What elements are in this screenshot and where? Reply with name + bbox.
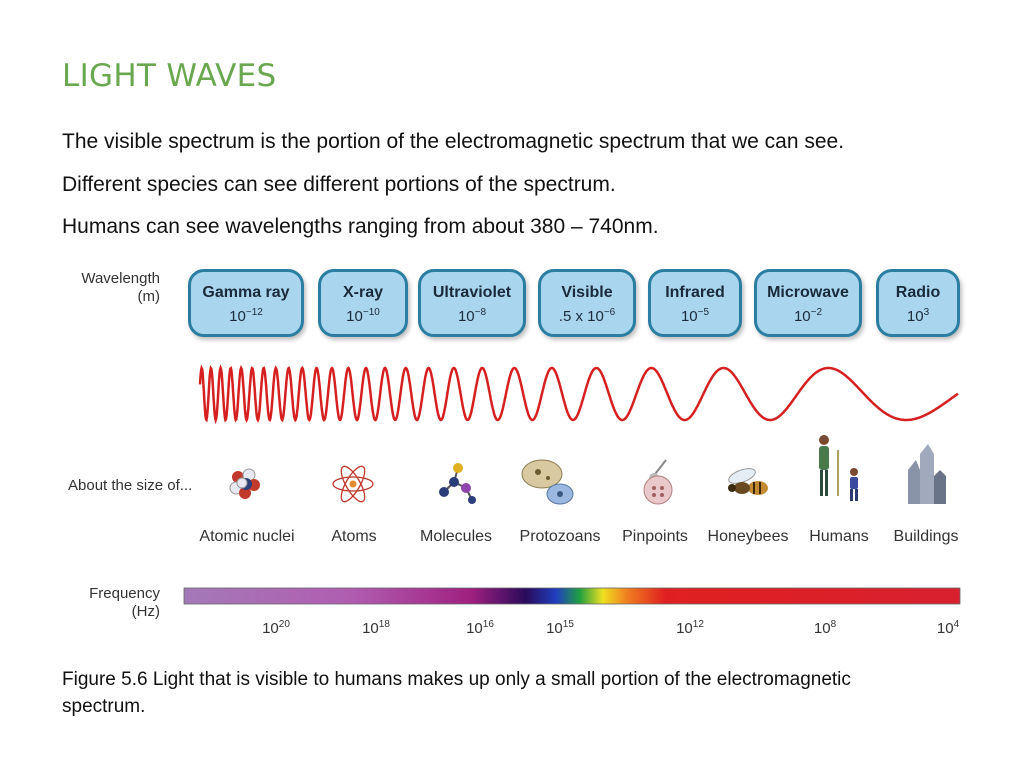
- band-wavelength: .5 x 10−6: [558, 307, 616, 325]
- band-name: Ultraviolet: [432, 284, 512, 301]
- frequency-tick-1e15: 1015: [546, 619, 574, 637]
- band-name: Radio: [895, 284, 941, 301]
- size-comparison-label: About the size of...: [68, 477, 193, 494]
- wavelength-axis-label: Wavelength (m): [68, 270, 160, 306]
- honeybee-icon: [728, 468, 768, 495]
- frequency-tick-1e20: 1020: [262, 619, 290, 637]
- spectrum-gradient-rect: [183, 587, 961, 605]
- size-icons: [229, 435, 946, 505]
- wavelength-label-line1: Wavelength: [81, 270, 160, 287]
- frequency-label-line1: Frequency: [89, 585, 160, 602]
- object-label-molecules: Molecules: [419, 528, 493, 545]
- band-wavelength: 10−10: [346, 307, 380, 325]
- object-label-humans: Humans: [809, 528, 869, 545]
- buildings-icon: [908, 444, 946, 504]
- atom-icon: [332, 465, 374, 503]
- object-label-pinpoints: Pinpoints: [622, 528, 688, 545]
- band-radio: Radio 103: [876, 269, 960, 337]
- figure-caption: Figure 5.6 Light that is visible to huma…: [62, 669, 851, 717]
- frequency-axis-label: Frequency (Hz): [68, 585, 160, 621]
- wave-graphic: [198, 364, 959, 425]
- humans-icon: [819, 435, 858, 501]
- band-name: Gamma ray: [202, 284, 290, 301]
- object-label-buildings: Buildings: [893, 528, 959, 545]
- band-gamma-ray: Gamma ray 10−12: [188, 269, 304, 337]
- object-label-honeybees: Honeybees: [707, 528, 789, 545]
- object-label-protozoans: Protozoans: [519, 528, 601, 545]
- page-title: LIGHT WAVES: [62, 58, 277, 94]
- band-ultraviolet: Ultraviolet 10−8: [418, 269, 526, 337]
- frequency-tick-1e18: 1018: [362, 619, 390, 637]
- band-wavelength: 10−12: [229, 307, 263, 325]
- paragraph-species: Different species can see different port…: [62, 173, 616, 196]
- band-name: Infrared: [665, 284, 725, 301]
- frequency-tick-1e8: 108: [813, 619, 837, 637]
- band-name: Microwave: [767, 284, 849, 301]
- object-label-atomic-nuclei: Atomic nuclei: [199, 528, 295, 545]
- em-wave-line: [198, 364, 959, 425]
- band-wavelength: 103: [906, 307, 930, 325]
- frequency-spectrum-bar: [183, 587, 961, 605]
- frequency-tick-1e4: 104: [936, 619, 960, 637]
- band-name: X-ray: [342, 284, 384, 301]
- paragraph-visible-spectrum: The visible spectrum is the portion of t…: [62, 130, 845, 153]
- band-visible: Visible .5 x 10−6: [538, 269, 636, 337]
- protozoan-icon: [521, 459, 574, 505]
- molecule-icon: [439, 463, 476, 504]
- frequency-label-line2: (Hz): [131, 603, 160, 620]
- object-label-atoms: Atoms: [331, 528, 377, 545]
- frequency-tick-1e12: 1012: [676, 619, 704, 637]
- band-wavelength: 10−2: [793, 307, 823, 325]
- wavelength-label-line2: (m): [137, 288, 161, 305]
- band-wavelength: 10−8: [457, 307, 487, 325]
- band-infrared: Infrared 10−5: [648, 269, 742, 337]
- band-wavelength: 10−5: [680, 307, 710, 325]
- em-spectrum-diagram: Wavelength (m) About the size of... Freq…: [60, 262, 970, 652]
- band-name: Visible: [561, 284, 613, 301]
- atomic-nucleus-icon: [229, 468, 260, 499]
- frequency-tick-1e16: 1016: [466, 619, 494, 637]
- band-x-ray: X-ray 10−10: [318, 269, 408, 337]
- paragraph-human-range: Humans can see wavelengths ranging from …: [62, 215, 659, 238]
- band-microwave: Microwave 10−2: [754, 269, 862, 337]
- pinpoint-icon: [643, 459, 673, 505]
